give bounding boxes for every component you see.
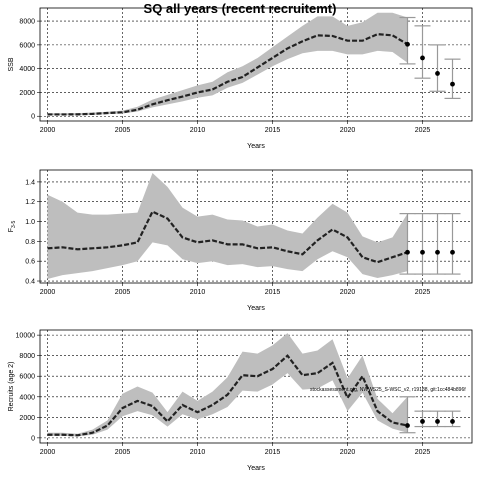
projection-point (450, 419, 455, 424)
y-tick-label: 2000 (19, 90, 35, 97)
median-line (47, 210, 408, 264)
x-tick-label: 2000 (40, 449, 56, 456)
x-tick-label: 2015 (265, 289, 281, 296)
plot-frame (39, 169, 473, 284)
x-tick-label: 2020 (340, 127, 356, 134)
y-axis-title: Recruits (age 2) (8, 362, 15, 412)
y-tick-label: 6000 (19, 374, 35, 381)
confidence-band (47, 333, 408, 437)
y-tick-label: 1.2 (25, 199, 35, 206)
y-tick-label: 0.6 (25, 259, 35, 266)
y-tick-label: 6000 (19, 42, 35, 49)
x-tick-label: 2005 (115, 449, 131, 456)
y-tick-label: 1.0 (25, 219, 35, 226)
projection-point (435, 249, 440, 255)
y-tick-label: 10000 (16, 333, 36, 340)
x-tick-label: 2005 (115, 127, 131, 134)
confidence-band (47, 12, 408, 116)
y-tick-label: 0 (31, 114, 35, 121)
x-axis-title: Years (247, 465, 265, 472)
projection-point (435, 71, 440, 76)
x-tick-label: 2025 (415, 289, 431, 296)
y-tick-label: 0.8 (25, 239, 35, 246)
x-tick-label: 2000 (40, 289, 56, 296)
x-tick-label: 2020 (340, 449, 356, 456)
panel-1: 2000 2005 2010 2015 2020 2025 0 2000 4000 6000 800… (8, 7, 473, 150)
median-line (47, 354, 408, 437)
x-axis-title: Years (247, 305, 265, 312)
x-tick-label: 2000 (40, 127, 56, 134)
y-axis-title: SSB (8, 57, 15, 71)
projection-point (420, 419, 425, 424)
x-axis-title: Years (247, 143, 265, 150)
y-tick-label: 4000 (19, 66, 35, 73)
x-tick-label: 2015 (265, 127, 281, 134)
projection-point (450, 249, 455, 255)
y-tick-label: 0 (31, 435, 35, 442)
x-tick-label: 2010 (190, 289, 206, 296)
plot-frame (39, 329, 473, 444)
x-tick-label: 2025 (415, 127, 431, 134)
x-tick-label: 2025 (415, 449, 431, 456)
y-tick-label: 0.4 (25, 279, 35, 286)
x-tick-label: 2010 (190, 449, 206, 456)
y-tick-label: 8000 (19, 353, 35, 360)
projection-point (420, 249, 425, 255)
projection-point (420, 55, 425, 61)
annotation-text: stockassessment.org, NWWS25_S-WSC_v2, r1… (310, 387, 466, 393)
panel-2: 2000 2005 2010 2015 2020 2025 0.4 0.6 0.8 1.0 1.2 1… (8, 169, 473, 312)
x-tick-label: 2020 (340, 289, 356, 296)
confidence-band (47, 172, 408, 280)
projection-point (405, 423, 410, 428)
median-line (47, 33, 409, 116)
chart-title: SQ all years (recent recruitemt) (143, 1, 337, 16)
y-axis-title: F3-5 (8, 221, 17, 233)
y-axis-title-subscript: 3-5 (11, 221, 17, 228)
plot-frame (39, 7, 473, 122)
y-tick-label: 4000 (19, 394, 35, 401)
x-tick-label: 2015 (265, 449, 281, 456)
y-tick-label: 1.4 (25, 179, 35, 186)
projection-point (435, 419, 440, 424)
y-tick-label: 2000 (19, 415, 35, 422)
panel-3: 2000 2005 2010 2015 2020 2025 0 2000 4000 6000 800… (8, 329, 473, 472)
y-tick-label: 8000 (19, 19, 35, 26)
x-tick-label: 2005 (115, 289, 131, 296)
projection-point (450, 81, 455, 87)
projection-point (405, 249, 410, 255)
x-tick-label: 2010 (190, 127, 206, 134)
projection-point (405, 41, 410, 47)
